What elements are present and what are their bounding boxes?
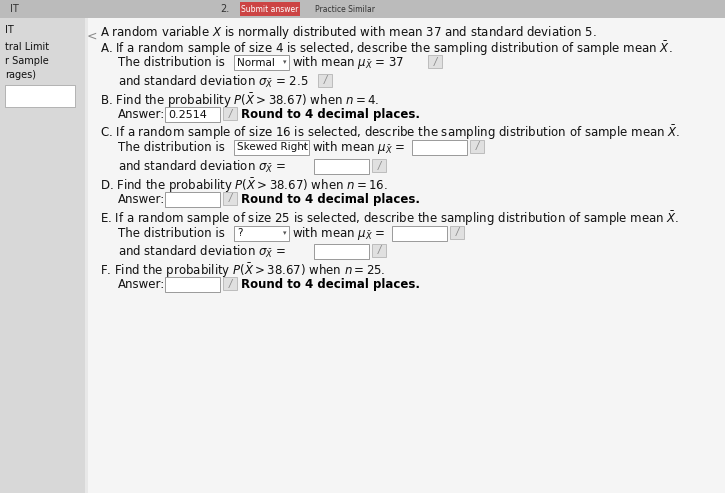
Text: with mean $\mu_{\bar{X}}$ =: with mean $\mu_{\bar{X}}$ =	[292, 225, 386, 242]
Text: /: /	[228, 108, 231, 118]
Text: Round to 4 decimal places.: Round to 4 decimal places.	[241, 278, 420, 291]
Bar	[412, 140, 467, 155]
Text: D. Find the probability $P(\bar{X} > 38.67)$ when $n = 16$.: D. Find the probability $P(\bar{X} > 38.…	[100, 177, 388, 195]
Text: tral Limit: tral Limit	[5, 42, 49, 52]
Text: /: /	[434, 57, 436, 67]
Text: Answer:: Answer:	[118, 193, 165, 206]
Bar	[165, 192, 220, 207]
Text: 0.2514: 0.2514	[168, 109, 207, 119]
Text: The distribution is: The distribution is	[118, 227, 225, 240]
Bar	[470, 140, 484, 153]
Text: /: /	[378, 246, 381, 255]
Text: /: /	[323, 75, 327, 85]
Bar	[223, 107, 237, 120]
Text: F. Find the probability $P(\bar{X} > 38.67)$ when $n = 25$.: F. Find the probability $P(\bar{X} > 38.…	[100, 262, 386, 281]
Bar	[240, 2, 300, 16]
Text: with mean $\mu_{\bar{X}}$ =: with mean $\mu_{\bar{X}}$ =	[312, 139, 405, 156]
Bar	[165, 107, 220, 122]
Text: and standard deviation $\sigma_{\bar{X}}$ =: and standard deviation $\sigma_{\bar{X}}…	[118, 244, 286, 259]
Bar	[223, 277, 237, 290]
Bar	[223, 192, 237, 205]
Text: A random variable $X$ is normally distributed with mean 37 and standard deviatio: A random variable $X$ is normally distri…	[100, 24, 597, 41]
Text: r Sample: r Sample	[5, 56, 49, 66]
Text: and standard deviation $\sigma_{\bar{X}}$ =: and standard deviation $\sigma_{\bar{X}}…	[118, 158, 286, 175]
Text: Round to 4 decimal places.: Round to 4 decimal places.	[241, 108, 420, 121]
Text: The distribution is: The distribution is	[118, 56, 225, 69]
Bar	[165, 277, 220, 292]
Text: with mean $\mu_{\bar{X}}$ = 37: with mean $\mu_{\bar{X}}$ = 37	[292, 54, 405, 71]
Text: IT: IT	[5, 25, 14, 35]
Text: A. If a random sample of size 4 is selected, describe the sampling distribution : A. If a random sample of size 4 is selec…	[100, 40, 673, 59]
Text: ▾: ▾	[303, 144, 307, 150]
Text: 2.: 2.	[220, 4, 229, 14]
Bar	[314, 244, 369, 259]
Bar	[372, 244, 386, 257]
Text: ▾: ▾	[283, 60, 286, 66]
Bar	[450, 226, 464, 239]
Bar	[0, 0, 725, 18]
Bar	[234, 226, 289, 241]
Text: rages): rages)	[5, 70, 36, 80]
Text: /: /	[476, 141, 478, 151]
Bar	[318, 74, 332, 87]
Bar	[314, 159, 369, 174]
Text: The distribution is: The distribution is	[118, 141, 225, 154]
Bar	[234, 55, 289, 70]
Text: ?: ?	[237, 228, 242, 239]
Bar	[5, 85, 75, 107]
Text: C. If a random sample of size 16 is selected, describe the sampling distribution: C. If a random sample of size 16 is sele…	[100, 124, 680, 142]
Text: /: /	[378, 161, 381, 171]
Text: /: /	[455, 227, 459, 238]
Text: Submit answer: Submit answer	[241, 4, 299, 13]
Bar	[234, 140, 309, 155]
Text: Answer:: Answer:	[118, 278, 165, 291]
Bar	[428, 55, 442, 68]
Bar	[372, 159, 386, 172]
Bar	[88, 18, 725, 493]
Text: Round to 4 decimal places.: Round to 4 decimal places.	[241, 193, 420, 206]
Text: Answer:: Answer:	[118, 108, 165, 121]
Text: Normal: Normal	[237, 58, 275, 68]
Bar	[0, 18, 85, 493]
Text: Skewed Right: Skewed Right	[237, 142, 308, 152]
Text: B. Find the probability $P(\bar{X} > 38.67)$ when $n = 4$.: B. Find the probability $P(\bar{X} > 38.…	[100, 92, 379, 110]
Text: /: /	[228, 193, 231, 204]
Text: Practice Similar: Practice Similar	[315, 4, 375, 13]
Text: and standard deviation $\sigma_{\bar{X}}$ = 2.5: and standard deviation $\sigma_{\bar{X}}…	[118, 73, 309, 90]
Text: /: /	[228, 279, 231, 288]
Text: IT: IT	[10, 4, 19, 14]
Text: <: <	[87, 30, 97, 43]
Bar	[392, 226, 447, 241]
Text: E. If a random sample of size 25 is selected, describe the sampling distribution: E. If a random sample of size 25 is sele…	[100, 210, 679, 228]
Text: ▾: ▾	[283, 231, 286, 237]
